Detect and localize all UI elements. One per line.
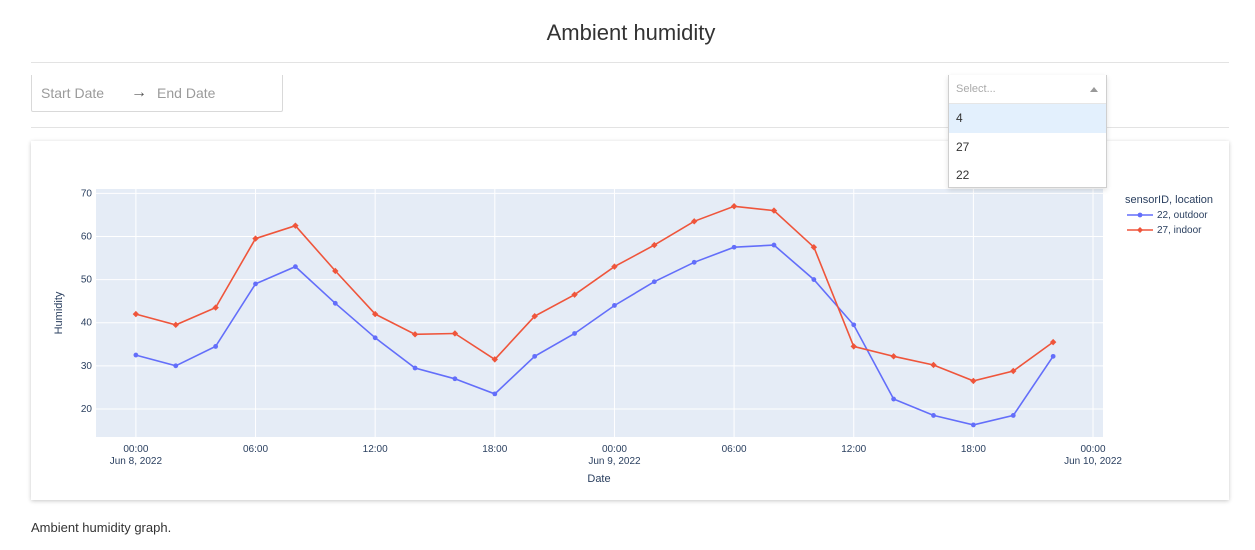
x-tick-label: 00:00 bbox=[1081, 444, 1106, 455]
controls-divider bbox=[31, 127, 1229, 128]
legend-item[interactable]: 22, outdoor bbox=[1127, 210, 1208, 221]
sensor-option[interactable]: 27 bbox=[956, 139, 970, 154]
x-tick-date-label: Jun 8, 2022 bbox=[110, 456, 163, 467]
data-point[interactable] bbox=[252, 235, 259, 242]
series-line-1[interactable] bbox=[135, 205, 1054, 382]
y-tick-label: 70 bbox=[81, 188, 93, 199]
sensor-select-control[interactable]: Select... bbox=[949, 75, 1106, 104]
y-tick-label: 60 bbox=[81, 231, 93, 242]
data-point[interactable] bbox=[1049, 338, 1057, 346]
x-tick-label: 12:00 bbox=[363, 444, 388, 455]
data-point[interactable] bbox=[571, 291, 578, 298]
data-point[interactable] bbox=[212, 304, 219, 311]
y-tick-label: 20 bbox=[81, 404, 93, 415]
data-point[interactable] bbox=[1010, 413, 1016, 418]
data-point[interactable] bbox=[172, 321, 179, 329]
data-point[interactable] bbox=[771, 242, 777, 248]
data-point[interactable] bbox=[371, 310, 379, 318]
data-point[interactable] bbox=[452, 376, 458, 382]
data-point[interactable] bbox=[492, 391, 498, 397]
data-point[interactable] bbox=[730, 203, 738, 210]
y-tick-label: 30 bbox=[81, 361, 93, 372]
data-point[interactable] bbox=[1010, 367, 1017, 375]
sensor-option[interactable]: 4 bbox=[949, 104, 1106, 133]
x-tick-label: 00:00 bbox=[123, 444, 148, 455]
plot-area[interactable] bbox=[96, 189, 1103, 437]
data-point[interactable] bbox=[811, 277, 817, 282]
data-point[interactable] bbox=[810, 244, 818, 251]
data-point[interactable] bbox=[213, 344, 219, 349]
data-point[interactable] bbox=[1050, 353, 1056, 359]
data-point[interactable] bbox=[611, 263, 618, 270]
data-point[interactable] bbox=[411, 331, 419, 338]
y-axis-label: Humidity bbox=[53, 291, 65, 334]
date-range-picker[interactable]: Start Date → End Date bbox=[31, 75, 283, 112]
data-point[interactable] bbox=[133, 352, 139, 358]
data-point[interactable] bbox=[372, 335, 378, 341]
data-point[interactable] bbox=[651, 241, 658, 249]
y-tick-label: 50 bbox=[81, 275, 93, 286]
data-point[interactable] bbox=[890, 353, 897, 360]
data-point[interactable] bbox=[691, 218, 698, 225]
data-point[interactable] bbox=[293, 264, 298, 270]
legend-marker bbox=[1137, 212, 1143, 218]
series-line-0[interactable] bbox=[135, 244, 1054, 426]
legend-item[interactable]: 27, indoor bbox=[1127, 225, 1202, 236]
data-point[interactable] bbox=[612, 303, 617, 308]
x-tick-label: 00:00 bbox=[602, 444, 627, 455]
x-tick-date-label: Jun 10, 2022 bbox=[1064, 456, 1122, 467]
data-point[interactable] bbox=[253, 281, 258, 287]
data-point[interactable] bbox=[412, 365, 418, 371]
data-point[interactable] bbox=[491, 356, 499, 363]
x-tick-label: 06:00 bbox=[722, 444, 747, 455]
sensor-select-dropdown[interactable]: Select... 4 27 22 bbox=[948, 75, 1107, 188]
legend-label: 27, indoor bbox=[1157, 225, 1202, 236]
data-point[interactable] bbox=[332, 300, 338, 306]
x-tick-label: 12:00 bbox=[841, 444, 866, 455]
start-date-input[interactable]: Start Date bbox=[41, 85, 105, 101]
legend-marker bbox=[1137, 227, 1143, 233]
data-point[interactable] bbox=[451, 330, 459, 337]
graph-caption: Ambient humidity graph. bbox=[31, 520, 172, 535]
data-point[interactable] bbox=[930, 361, 937, 369]
x-tick-label: 18:00 bbox=[961, 444, 986, 455]
data-point[interactable] bbox=[731, 244, 737, 250]
humidity-graph-card: 20 30 40 50 60 70 00:00 Jun 8, 2022 06:00 12:00 1… bbox=[31, 141, 1229, 500]
data-point[interactable] bbox=[970, 422, 976, 428]
data-point[interactable] bbox=[532, 353, 538, 359]
data-point[interactable] bbox=[970, 377, 977, 385]
x-tick-label: 06:00 bbox=[243, 444, 268, 455]
data-point[interactable] bbox=[651, 279, 657, 285]
data-point[interactable] bbox=[292, 222, 299, 229]
data-point[interactable] bbox=[173, 363, 179, 369]
sensor-option[interactable]: 22 bbox=[956, 168, 970, 182]
sensor-select-placeholder: Select... bbox=[956, 83, 996, 95]
x-tick-date-label: Jun 9, 2022 bbox=[588, 456, 641, 467]
y-tick-label: 40 bbox=[81, 318, 93, 329]
legend-label: 22, outdoor bbox=[1157, 210, 1208, 221]
x-axis-label: Date bbox=[587, 473, 610, 485]
legend-title: sensorID, location bbox=[1125, 194, 1213, 206]
data-point[interactable] bbox=[931, 413, 936, 418]
arrow-right-icon: → bbox=[131, 84, 148, 101]
data-point[interactable] bbox=[891, 396, 897, 402]
data-point[interactable] bbox=[770, 207, 778, 214]
page-title: Ambient humidity bbox=[546, 20, 716, 45]
data-point[interactable] bbox=[572, 331, 577, 336]
data-point[interactable] bbox=[132, 310, 140, 318]
data-point[interactable] bbox=[850, 343, 857, 350]
data-point[interactable] bbox=[691, 259, 697, 265]
caret-up-icon[interactable] bbox=[1090, 86, 1098, 92]
data-point[interactable] bbox=[851, 322, 857, 328]
x-tick-label: 18:00 bbox=[482, 444, 507, 455]
data-point[interactable] bbox=[332, 267, 339, 275]
header-divider bbox=[31, 62, 1229, 63]
end-date-input[interactable]: End Date bbox=[157, 85, 216, 101]
